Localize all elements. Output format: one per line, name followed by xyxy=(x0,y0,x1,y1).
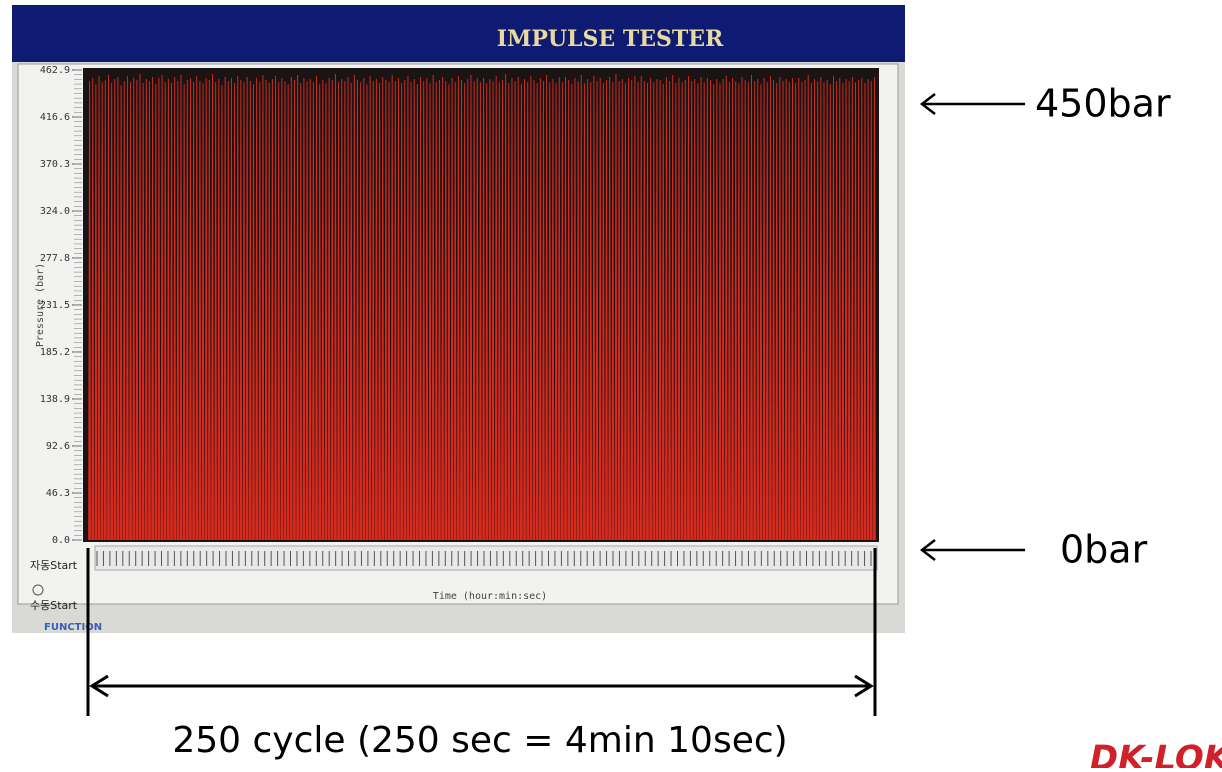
y-tick-label: 46.3 xyxy=(46,488,70,499)
auto-start-button[interactable]: 자동Start xyxy=(30,559,78,572)
annotation: 250 cycle (250 sec = 4min 10sec) xyxy=(172,720,787,761)
logo: DK-LOK xyxy=(1090,739,1222,769)
time-axis-ticks xyxy=(97,551,871,566)
x-axis-label: Time (hour:min:sec) xyxy=(433,591,547,602)
y-tick-label: 231.5 xyxy=(40,300,70,311)
y-tick-label: 92.6 xyxy=(46,441,70,452)
y-tick-label: 277.8 xyxy=(40,253,70,264)
y-tick-label: 324.0 xyxy=(40,206,70,217)
annotation: 0bar xyxy=(1060,528,1148,572)
y-tick-label: 0.0 xyxy=(52,535,70,546)
title-bar xyxy=(12,5,905,62)
time-axis xyxy=(95,546,877,570)
page: IMPULSE TESTER Pressure (bar) Time (hour… xyxy=(0,0,1222,768)
function-label: FUNCTION xyxy=(44,622,102,633)
y-tick-label: 138.9 xyxy=(40,394,70,405)
y-tick-label: 185.2 xyxy=(40,347,70,358)
figure: IMPULSE TESTER Pressure (bar) Time (hour… xyxy=(0,0,1222,768)
y-tick-label: 370.3 xyxy=(40,159,70,170)
app-title: IMPULSE TESTER xyxy=(497,26,724,52)
annotation: 450bar xyxy=(1035,82,1171,126)
y-tick-label: 462.9 xyxy=(40,65,70,76)
y-tick-label: 416.6 xyxy=(40,112,70,123)
manual-start-button[interactable]: 수동Start xyxy=(30,599,78,612)
